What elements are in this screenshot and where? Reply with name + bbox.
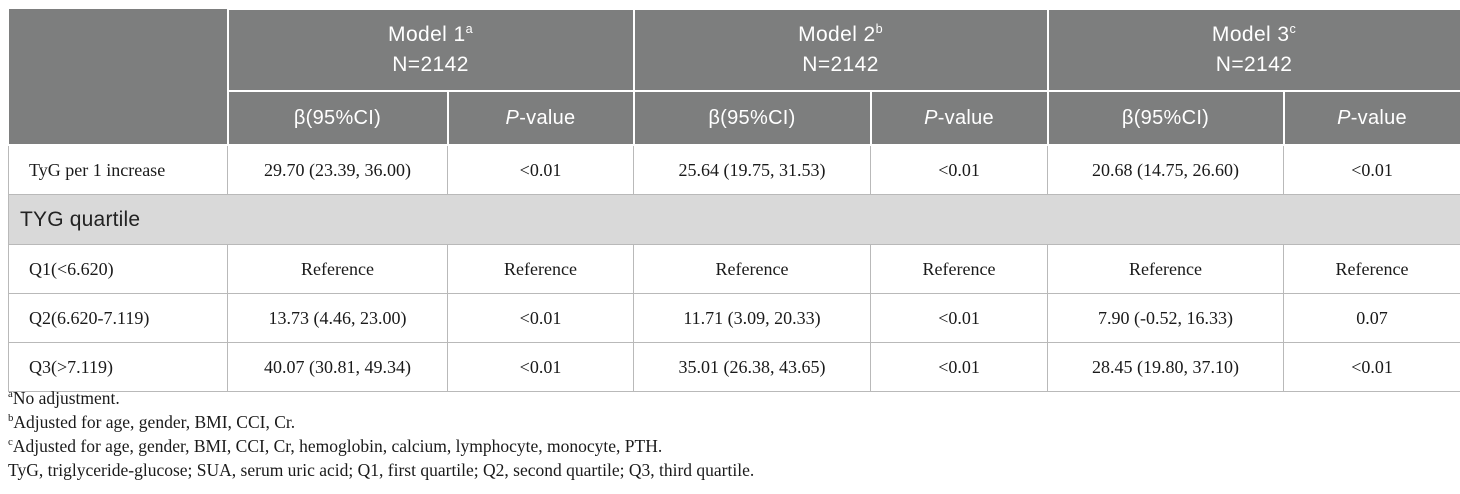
footnote-a-superscript: a <box>8 388 13 401</box>
section-label-tyg-quartile: TYG quartile <box>7 194 1460 245</box>
model-2-superscript: b <box>875 21 883 36</box>
model-1-beta-header: β(95%CI) <box>226 90 449 146</box>
q1-model3-pvalue: Reference <box>1283 244 1460 294</box>
tyg-model3-pvalue: <0.01 <box>1283 144 1460 195</box>
model-2-header: Model 2b N=2142 <box>632 8 1049 92</box>
q2-model3-beta: 7.90 (-0.52, 16.33) <box>1047 293 1285 343</box>
q1-model2-pvalue: Reference <box>870 244 1049 294</box>
tyg-model2-pvalue: <0.01 <box>870 144 1049 195</box>
model-3-label: Model 3 <box>1211 22 1290 46</box>
footnote-b-text: Adjusted for age, gender, BMI, CCI, Cr. <box>13 412 296 432</box>
pvalue-rest: -value <box>519 106 576 129</box>
footnote-a: aNo adjustment. <box>8 386 1448 410</box>
table-row-tyg-per-1-increase: TyG per 1 increase 29.70 (23.39, 36.00) … <box>8 144 1460 195</box>
model-3-beta-header: β(95%CI) <box>1046 90 1285 146</box>
q3-model2-beta: 35.01 (26.38, 43.65) <box>633 342 872 392</box>
q2-model1-pvalue: <0.01 <box>446 293 635 343</box>
q1-model1-beta: Reference <box>227 244 448 294</box>
model-2-pvalue-header: P-value <box>869 90 1049 146</box>
model-1-pvalue-header: P-value <box>446 90 635 146</box>
footnote-a-text: No adjustment. <box>12 388 120 408</box>
tyg-model1-pvalue: <0.01 <box>446 144 635 195</box>
model-1-n: N=2142 <box>392 53 469 76</box>
regression-table: Model 1a N=2142 Model 2b N=2142 Model 3c… <box>7 8 1460 392</box>
row-label-q2: Q2(6.620-7.119) <box>8 293 228 343</box>
model-3-pvalue-header: P-value <box>1282 90 1460 146</box>
footnote-b-superscript: b <box>8 412 14 425</box>
footnote-c: cAdjusted for age, gender, BMI, CCI, Cr,… <box>8 434 1448 458</box>
footnote-b: bAdjusted for age, gender, BMI, CCI, Cr. <box>8 410 1448 434</box>
footnote-c-text: Adjusted for age, gender, BMI, CCI, Cr, … <box>12 436 663 456</box>
table-row-q3: Q3(>7.119) 40.07 (30.81, 49.34) <0.01 35… <box>8 342 1460 392</box>
footnote-abbreviations-text: TyG, triglyceride-glucose; SUA, serum ur… <box>8 460 755 480</box>
q2-model2-pvalue: <0.01 <box>870 293 1049 343</box>
row-label-q1: Q1(<6.620) <box>8 244 228 294</box>
q2-model1-beta: 13.73 (4.46, 23.00) <box>227 293 448 343</box>
row-label-q3: Q3(>7.119) <box>8 342 228 392</box>
q1-model3-beta: Reference <box>1047 244 1285 294</box>
tyg-model3-beta: 20.68 (14.75, 26.60) <box>1047 144 1285 195</box>
footnotes: aNo adjustment. bAdjusted for age, gende… <box>8 386 1448 482</box>
model-3-superscript: c <box>1289 21 1297 36</box>
pvalue-rest: -value <box>937 106 994 129</box>
model-2-n: N=2142 <box>802 53 879 76</box>
pvalue-p-italic: P <box>1337 106 1351 129</box>
corner-header-cell <box>8 9 229 146</box>
q3-model2-pvalue: <0.01 <box>870 342 1049 392</box>
regression-table-wrap: Model 1a N=2142 Model 2b N=2142 Model 3c… <box>7 8 1460 392</box>
model-2-label: Model 2 <box>798 22 876 46</box>
model-1-superscript: a <box>465 21 473 36</box>
model-3-n: N=2142 <box>1215 53 1293 76</box>
model-1-label: Model 1 <box>388 22 466 46</box>
pvalue-p-italic: P <box>505 106 520 129</box>
tyg-model2-beta: 25.64 (19.75, 31.53) <box>633 144 872 195</box>
table-row-q2: Q2(6.620-7.119) 13.73 (4.46, 23.00) <0.0… <box>8 293 1460 343</box>
tyg-model1-beta: 29.70 (23.39, 36.00) <box>227 144 448 195</box>
table-row-q1: Q1(<6.620) Reference Reference Reference… <box>8 244 1460 294</box>
q1-model2-beta: Reference <box>633 244 872 294</box>
q3-model1-beta: 40.07 (30.81, 49.34) <box>227 342 448 392</box>
model-2-beta-header: β(95%CI) <box>632 90 872 146</box>
footnote-abbreviations: TyG, triglyceride-glucose; SUA, serum ur… <box>8 458 1448 482</box>
footnote-c-superscript: c <box>8 436 13 449</box>
q1-model1-pvalue: Reference <box>446 244 635 294</box>
q2-model3-pvalue: 0.07 <box>1283 293 1460 343</box>
q2-model2-beta: 11.71 (3.09, 20.33) <box>633 293 872 343</box>
header-row-subheaders: β(95%CI) P-value β(95%CI) P-value β(95%C… <box>9 90 1460 146</box>
pvalue-p-italic: P <box>924 106 938 129</box>
row-label-tyg: TyG per 1 increase <box>8 144 228 195</box>
q3-model3-pvalue: <0.01 <box>1283 342 1460 392</box>
model-1-header: Model 1a N=2142 <box>226 8 635 92</box>
q3-model1-pvalue: <0.01 <box>446 342 635 392</box>
q3-model3-beta: 28.45 (19.80, 37.10) <box>1047 342 1285 392</box>
header-row-models: Model 1a N=2142 Model 2b N=2142 Model 3c… <box>8 8 1460 146</box>
model-3-header: Model 3c N=2142 <box>1046 8 1460 92</box>
pvalue-rest: -value <box>1350 106 1407 129</box>
table-row-section-tyg-quartile: TYG quartile <box>7 194 1460 245</box>
